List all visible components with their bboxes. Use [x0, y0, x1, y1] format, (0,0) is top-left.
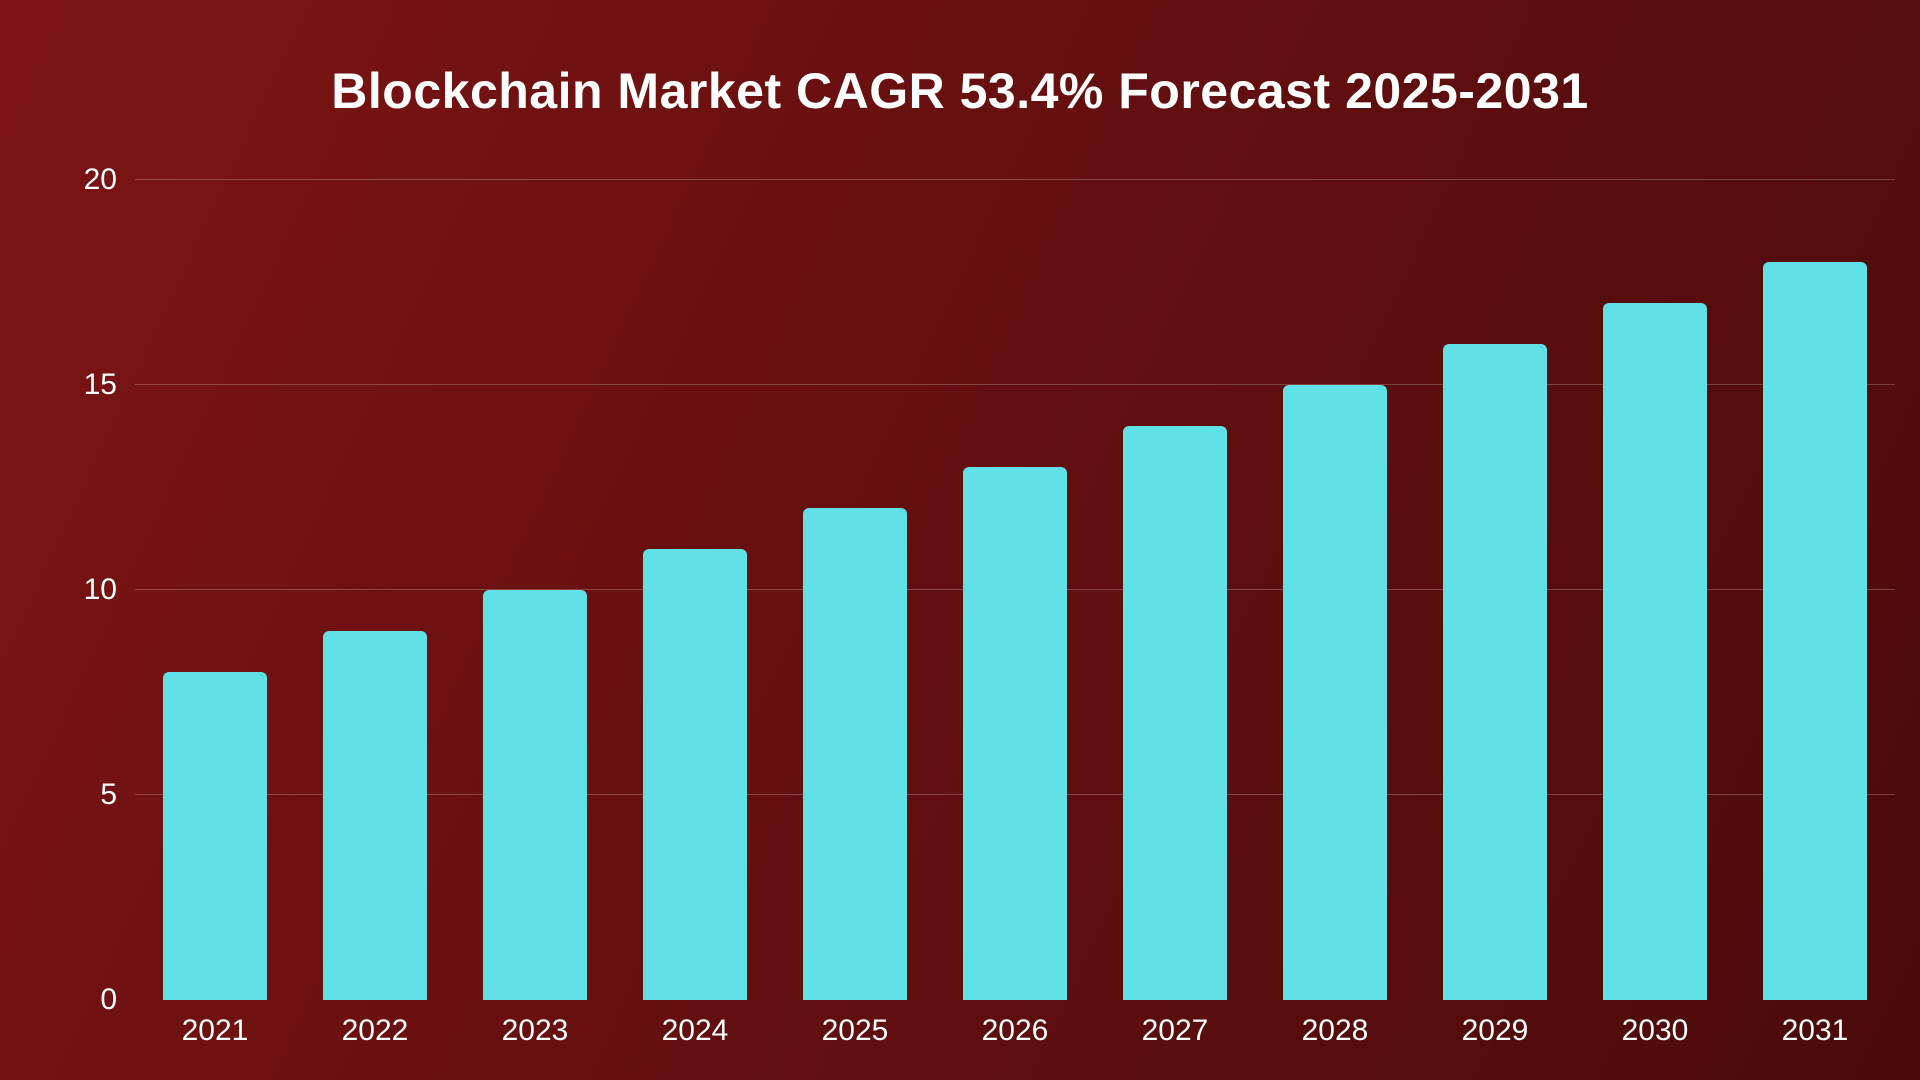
bar-slot: 2021	[135, 180, 295, 1000]
y-axis-tick-label: 20	[84, 163, 135, 197]
y-axis-tick-label: 0	[100, 983, 135, 1017]
bar	[1603, 303, 1707, 1000]
x-axis-tick-label: 2025	[822, 1000, 889, 1048]
bar	[483, 590, 587, 1000]
x-axis-tick-label: 2023	[502, 1000, 569, 1048]
chart-title: Blockchain Market CAGR 53.4% Forecast 20…	[0, 62, 1920, 120]
x-axis-tick-label: 2028	[1302, 1000, 1369, 1048]
bars-container: 2021202220232024202520262027202820292030…	[135, 180, 1895, 1000]
bar	[1763, 262, 1867, 1000]
bar	[643, 549, 747, 1000]
bar-slot: 2024	[615, 180, 775, 1000]
bar	[1443, 344, 1547, 1000]
bar	[1283, 385, 1387, 1000]
bar-slot: 2026	[935, 180, 1095, 1000]
chart-canvas: Blockchain Market CAGR 53.4% Forecast 20…	[0, 0, 1920, 1080]
bar	[803, 508, 907, 1000]
x-axis-tick-label: 2024	[662, 1000, 729, 1048]
bar	[163, 672, 267, 1000]
bar	[1123, 426, 1227, 1000]
x-axis-tick-label: 2022	[342, 1000, 409, 1048]
x-axis-tick-label: 2030	[1622, 1000, 1689, 1048]
bar-slot: 2031	[1735, 180, 1895, 1000]
y-axis-tick-label: 10	[84, 573, 135, 607]
bar-slot: 2025	[775, 180, 935, 1000]
bar	[323, 631, 427, 1000]
x-axis-tick-label: 2029	[1462, 1000, 1529, 1048]
bar-slot: 2030	[1575, 180, 1735, 1000]
x-axis-tick-label: 2027	[1142, 1000, 1209, 1048]
bar-slot: 2022	[295, 180, 455, 1000]
bar-slot: 2029	[1415, 180, 1575, 1000]
y-axis-tick-label: 15	[84, 368, 135, 402]
bar-slot: 2027	[1095, 180, 1255, 1000]
bar-slot: 2028	[1255, 180, 1415, 1000]
bar-slot: 2023	[455, 180, 615, 1000]
bar	[963, 467, 1067, 1000]
plot-area: 05101520 2021202220232024202520262027202…	[135, 180, 1895, 1000]
y-axis-tick-label: 5	[100, 778, 135, 812]
x-axis-tick-label: 2031	[1782, 1000, 1849, 1048]
x-axis-tick-label: 2021	[182, 1000, 249, 1048]
x-axis-tick-label: 2026	[982, 1000, 1049, 1048]
